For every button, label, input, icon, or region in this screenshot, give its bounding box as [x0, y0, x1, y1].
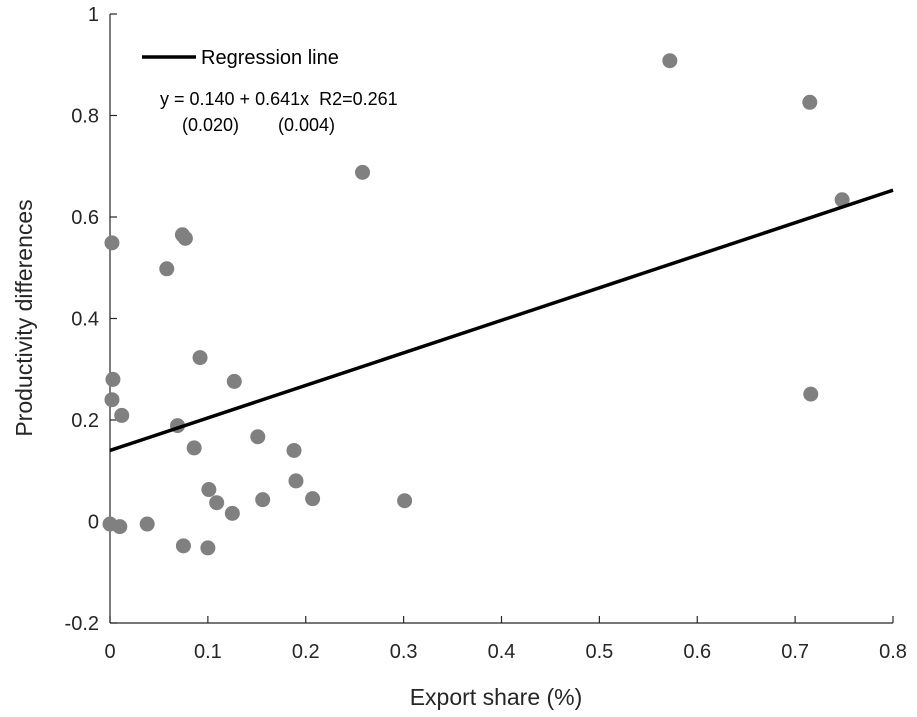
data-point	[834, 192, 850, 208]
y-ticks: -0.2 0 0.2 0.4 0.6 0.8 1	[65, 4, 117, 635]
x-axis-label: Export share (%)	[410, 684, 583, 710]
data-point	[186, 440, 202, 456]
regression-annotation: y = 0.140 + 0.641x R2=0.261 (0.020) (0.0…	[160, 89, 398, 135]
data-point	[201, 482, 217, 498]
data-point	[305, 491, 321, 507]
data-point	[114, 407, 130, 423]
data-point	[175, 538, 191, 554]
data-point	[209, 495, 225, 511]
x-tick-label: 0	[104, 641, 115, 663]
data-point	[105, 371, 121, 387]
y-axis-label: Productivity differences	[11, 199, 37, 436]
y-tick-label: 0.2	[71, 410, 99, 432]
data-point	[224, 505, 240, 521]
y-tick-label: 0.8	[71, 106, 99, 128]
y-tick-label: 0.4	[71, 309, 99, 331]
data-points	[102, 53, 850, 556]
data-point	[139, 516, 155, 532]
intercept-std-error: (0.020)	[182, 115, 239, 135]
regression-line	[109, 188, 894, 453]
y-tick-label: 0.6	[71, 207, 99, 229]
data-point	[662, 53, 678, 69]
data-point	[397, 493, 413, 509]
data-point	[802, 94, 818, 110]
y-tick-label: 0	[88, 512, 99, 534]
x-tick-label: 0.1	[194, 641, 222, 663]
data-point	[112, 519, 128, 535]
data-point	[355, 164, 371, 180]
data-point	[159, 261, 175, 277]
data-point	[104, 235, 120, 251]
regression	[109, 188, 894, 453]
data-point	[192, 350, 208, 366]
y-tick-label: -0.2	[65, 613, 99, 635]
legend-label: Regression line	[201, 47, 339, 69]
x-tick-label: 0.4	[488, 641, 516, 663]
x-tick-label: 0.3	[390, 641, 418, 663]
data-point	[104, 392, 120, 408]
data-point	[286, 442, 302, 458]
x-tick-label: 0.5	[585, 641, 613, 663]
x-tick-label: 0.8	[879, 641, 907, 663]
data-point	[200, 540, 216, 556]
data-point	[288, 473, 304, 489]
data-point	[803, 386, 819, 402]
data-point	[226, 373, 242, 389]
data-point	[250, 429, 266, 445]
regression-equation: y = 0.140 + 0.641x R2=0.261	[160, 89, 398, 109]
data-point	[177, 230, 193, 246]
x-ticks: 0 0.1 0.2 0.3 0.4 0.5 0.6 0.7 0.8	[104, 616, 907, 663]
y-tick-label: 1	[88, 4, 99, 26]
slope-std-error: (0.004)	[278, 115, 335, 135]
x-tick-label: 0.6	[683, 641, 711, 663]
legend: Regression line	[142, 47, 339, 69]
data-point	[255, 492, 271, 508]
x-tick-label: 0.7	[781, 641, 809, 663]
x-tick-label: 0.2	[292, 641, 320, 663]
